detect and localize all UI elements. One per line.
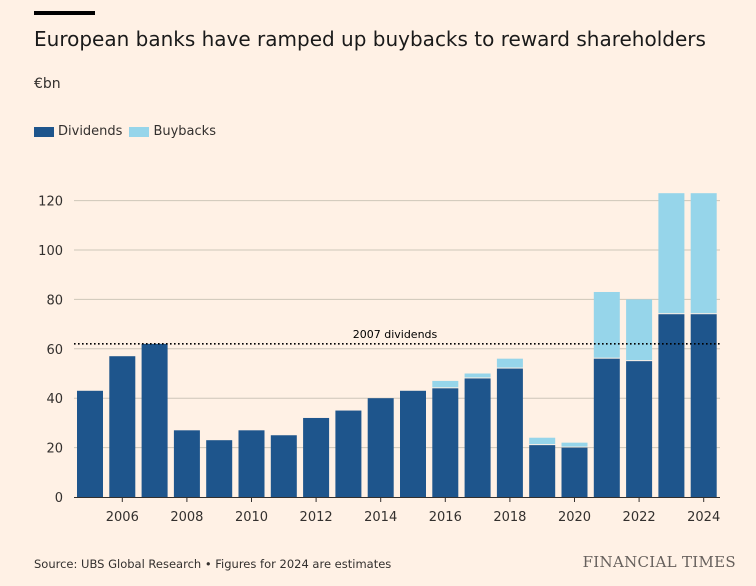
x-tick-label: 2024 <box>687 510 720 525</box>
bar-buybacks <box>658 193 685 314</box>
bar-dividends <box>432 388 459 497</box>
bar-buybacks <box>496 358 523 368</box>
brand-bar <box>34 11 95 15</box>
legend-item-buybacks: Buybacks <box>129 124 216 139</box>
y-tick-label: 120 <box>38 195 63 210</box>
bar-dividends <box>303 417 330 497</box>
x-tick-label: 2006 <box>106 510 139 525</box>
legend-swatch-buybacks <box>129 126 150 137</box>
x-tick-label: 2018 <box>493 510 526 525</box>
bar-dividends <box>658 314 685 497</box>
legend-label-dividends: Dividends <box>58 124 123 139</box>
x-tick-label: 2020 <box>558 510 591 525</box>
ft-logo: FINANCIAL TIMES <box>582 553 736 571</box>
y-tick-label: 20 <box>46 442 63 457</box>
y-tick-label: 100 <box>38 244 63 259</box>
bar-dividends <box>77 390 103 497</box>
bar-buybacks <box>561 442 588 447</box>
x-tick-label: 2022 <box>623 510 656 525</box>
bar-buybacks <box>464 373 491 378</box>
bar-dividends <box>270 435 297 497</box>
bar-dividends <box>173 430 200 497</box>
bar-buybacks <box>626 299 653 361</box>
bar-dividends <box>626 361 653 497</box>
y-tick-label: 80 <box>46 293 63 308</box>
bar-dividends <box>335 410 362 497</box>
bar-dividends <box>367 398 394 497</box>
bar-buybacks <box>593 291 620 358</box>
legend: Dividends Buybacks <box>34 124 223 139</box>
bar-dividends <box>496 368 523 497</box>
x-tick-label: 2010 <box>235 510 268 525</box>
x-tick-label: 2012 <box>300 510 333 525</box>
bar-dividends <box>109 356 136 497</box>
chart-title: European banks have ramped up buybacks t… <box>34 27 706 51</box>
bar-dividends <box>561 447 588 497</box>
bar-dividends <box>206 440 233 497</box>
legend-label-buybacks: Buybacks <box>153 124 216 139</box>
legend-item-dividends: Dividends <box>34 124 122 139</box>
bar-dividends <box>690 314 717 497</box>
y-tick-label: 60 <box>46 343 63 358</box>
y-tick-label: 0 <box>55 491 63 506</box>
x-tick-label: 2016 <box>429 510 462 525</box>
bar-dividends <box>464 378 491 497</box>
x-tick-label: 2014 <box>364 510 397 525</box>
y-tick-label: 40 <box>46 392 63 407</box>
unit-label: €bn <box>34 76 61 92</box>
bar-dividends <box>400 390 426 497</box>
bar-buybacks <box>529 437 556 445</box>
bar-buybacks <box>690 193 717 314</box>
bar-dividends <box>593 358 620 497</box>
bar-buybacks <box>432 380 459 388</box>
bar-dividends <box>529 445 556 497</box>
source-note: Source: UBS Global Research • Figures fo… <box>34 557 392 571</box>
x-tick-label: 2008 <box>170 510 203 525</box>
legend-swatch-dividends <box>34 126 54 137</box>
bar-dividends <box>238 430 265 497</box>
bar-dividends <box>141 343 168 497</box>
reference-line-label: 2007 dividends <box>353 328 438 341</box>
